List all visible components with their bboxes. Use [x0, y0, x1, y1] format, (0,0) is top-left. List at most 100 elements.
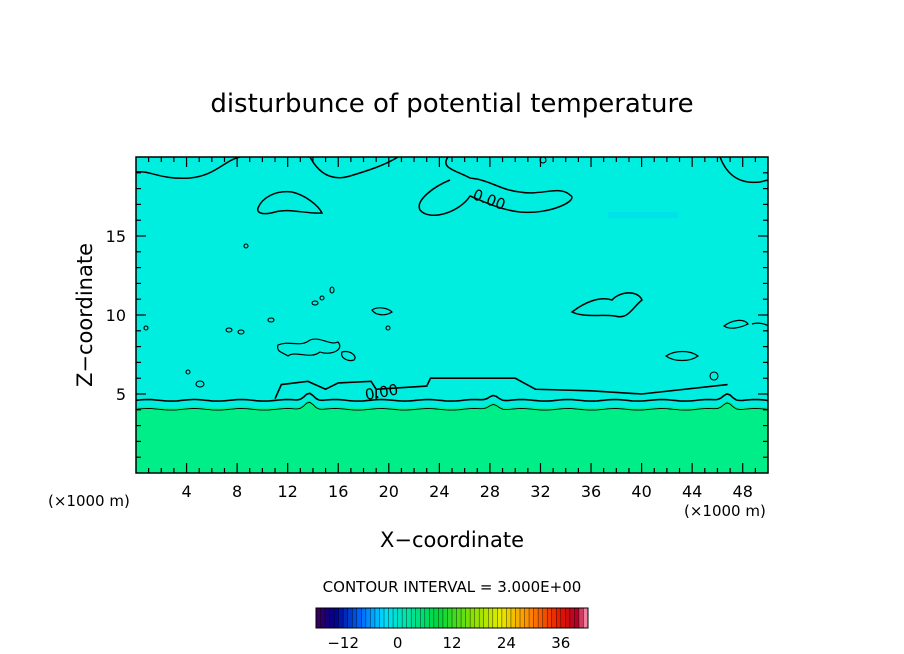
x-tick-label: 4 — [181, 482, 191, 501]
colorbar-cell — [506, 608, 512, 628]
colorbar-cell — [424, 608, 430, 628]
colorbar-cell — [470, 608, 475, 628]
contour-cloud-left — [257, 190, 324, 215]
x-axis-units-left: (×1000 m) — [48, 492, 130, 510]
colorbar-cell — [574, 608, 580, 628]
colorbar-cell — [520, 608, 525, 628]
colorbar-tick-label: 12 — [442, 634, 461, 652]
contour-mid-cluster — [277, 307, 768, 362]
x-axis-label: X−coordinate — [380, 528, 524, 552]
colorbar-cell — [510, 608, 516, 628]
colorbar-cell — [334, 608, 339, 628]
colorbar-cell — [447, 608, 453, 628]
colorbar-cell — [411, 608, 417, 628]
x-tick-label: 8 — [232, 482, 242, 501]
colorbar-cell — [542, 608, 548, 628]
colorbar-cell — [583, 608, 589, 628]
colorbar-cell — [492, 608, 498, 628]
colorbar-cell — [483, 608, 489, 628]
colorbar-cell — [338, 608, 344, 628]
colorbar-cell — [515, 608, 521, 628]
colorbar-cell — [533, 608, 539, 628]
colorbar-cell — [524, 608, 530, 628]
x-tick-label: 32 — [530, 482, 550, 501]
y-axis-label: Z−coordinate — [73, 243, 97, 387]
field-lower-region — [136, 400, 768, 473]
colorbar-cell — [374, 608, 380, 628]
colorbar-cell — [347, 608, 353, 628]
x-tick-label: 48 — [733, 482, 753, 501]
colorbar-cell — [565, 608, 571, 628]
colorbar-cell — [379, 608, 385, 628]
colorbar-cell — [438, 608, 444, 628]
colorbar-cell — [569, 608, 575, 628]
colorbar-cell — [316, 608, 321, 628]
colorbar-cell — [406, 608, 412, 628]
colorbar-cell — [352, 608, 358, 628]
colorbar-cell — [461, 608, 466, 628]
plot-area — [136, 157, 768, 473]
x-tick-label: 40 — [631, 482, 651, 501]
y-tick-label: 5 — [116, 385, 126, 404]
colorbar-cell — [343, 608, 349, 628]
colorbar-cell — [442, 608, 448, 628]
colorbar-tick-label: 0 — [393, 634, 403, 652]
y-tick-label: 10 — [106, 306, 126, 325]
colorbar-tick-label: −12 — [327, 634, 359, 652]
colorbar-cell — [501, 608, 507, 628]
y-tick-label: 15 — [106, 227, 126, 246]
colorbar-cell — [325, 608, 330, 628]
colorbar-cell — [329, 608, 335, 628]
colorbar-cell — [529, 608, 534, 628]
contour-interval-text: CONTOUR INTERVAL = 3.000E+00 — [323, 578, 582, 596]
contour-top-band — [136, 157, 768, 217]
colorbar-cell — [320, 608, 326, 628]
colorbar-cell — [497, 608, 503, 628]
colorbar-ticks: −12 0 12 24 36 — [327, 634, 570, 652]
zero-contour-line — [136, 377, 768, 402]
colorbar-cell — [560, 608, 566, 628]
colorbar-cell — [556, 608, 562, 628]
y-axis: 5 10 15 — [106, 172, 768, 458]
colorbar-cell — [465, 608, 471, 628]
colorbar-cell — [397, 608, 403, 628]
colorbar-tick-label: 24 — [497, 634, 516, 652]
x-tick-label: 16 — [328, 482, 348, 501]
colorbar-cell — [538, 608, 543, 628]
colorbar-cell — [488, 608, 494, 628]
colorbar-cell — [415, 608, 421, 628]
colorbar-cell — [429, 608, 435, 628]
colorbar-cell — [356, 608, 362, 628]
contour-label: 0.00 — [364, 380, 400, 404]
colorbar-cell — [365, 608, 371, 628]
colorbar-cell — [370, 608, 376, 628]
contour-small-islands — [143, 157, 719, 388]
x-tick-label: 36 — [581, 482, 601, 501]
x-axis-units-right: (×1000 m) — [684, 502, 766, 520]
colorbar-cell — [433, 608, 439, 628]
colorbar-cell — [361, 608, 367, 628]
colorbar-cell — [547, 608, 553, 628]
colorbar-cell — [578, 608, 584, 628]
colorbar-cell — [402, 608, 407, 628]
colorbar-cell — [452, 608, 457, 628]
x-tick-label: 12 — [278, 482, 298, 501]
colorbar-cell — [384, 608, 389, 628]
colorbar-frame — [315, 607, 589, 629]
colorbar-cell — [456, 608, 462, 628]
x-tick-label: 24 — [429, 482, 449, 501]
colorbar-cell — [551, 608, 557, 628]
colorbar-cell — [393, 608, 398, 628]
x-tick-label: 20 — [379, 482, 399, 501]
colorbar-cell — [388, 608, 394, 628]
contour-cloud-right — [570, 292, 643, 318]
field-minor-patch — [608, 212, 678, 218]
x-tick-label: 28 — [480, 482, 500, 501]
colorbar-tick-label: 36 — [551, 634, 570, 652]
chart-title: disturbunce of potential temperature — [210, 89, 693, 119]
colorbar-cell — [420, 608, 426, 628]
x-axis: 4 8 12 16 20 24 28 32 36 40 44 48 — [148, 157, 756, 501]
colorbar-cell — [474, 608, 480, 628]
colorbar-cell — [479, 608, 485, 628]
